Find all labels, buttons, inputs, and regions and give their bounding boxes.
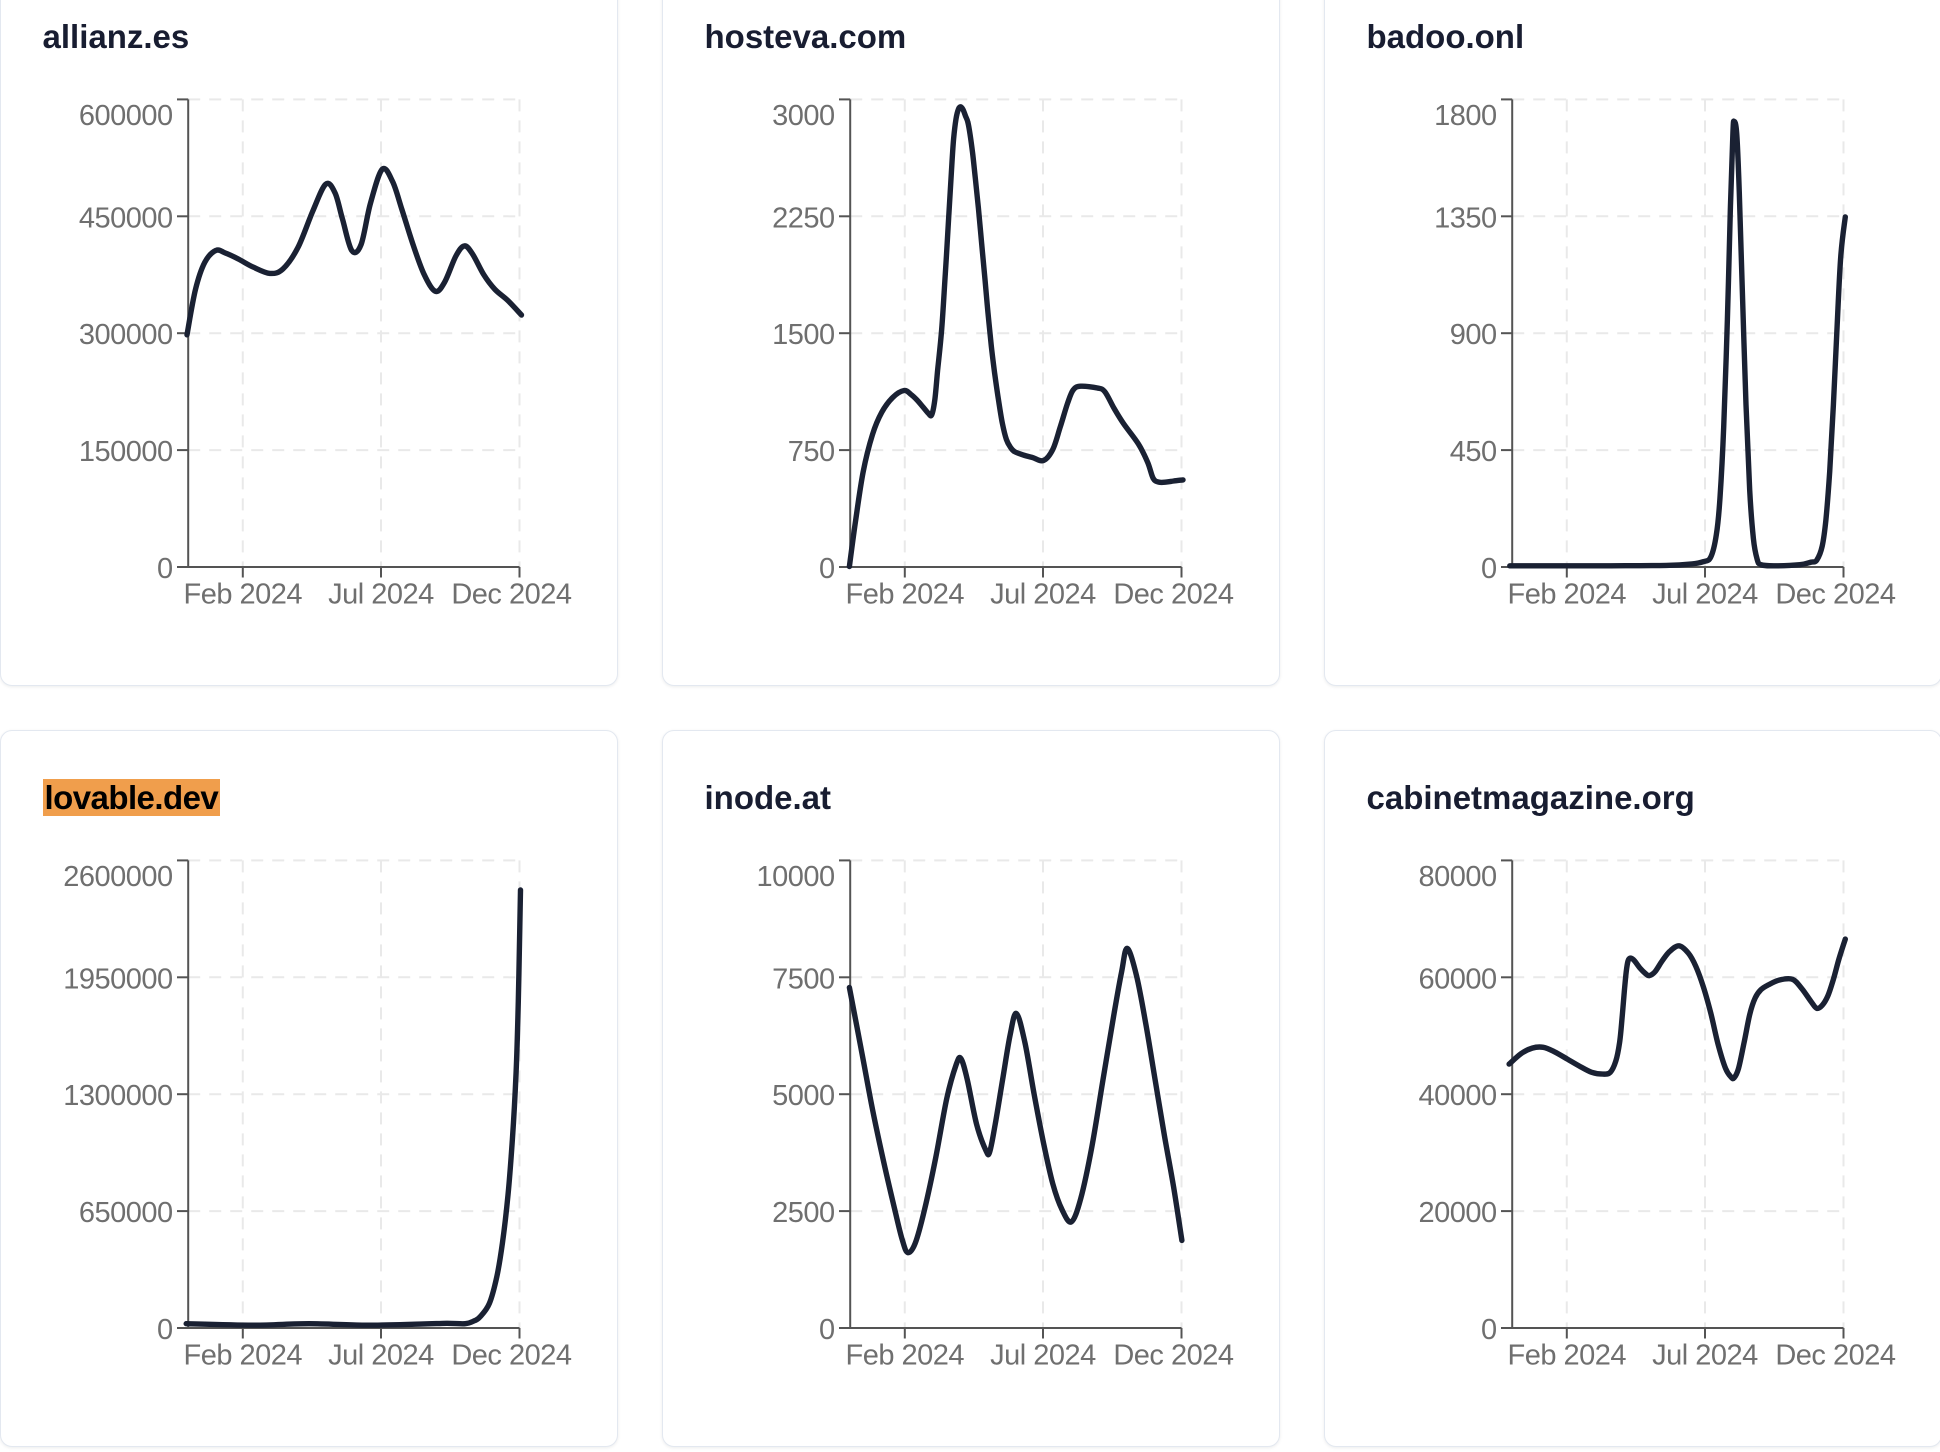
svg-text:0: 0 (1481, 1314, 1497, 1346)
svg-text:900: 900 (1450, 319, 1497, 351)
svg-text:Feb 2024: Feb 2024 (846, 578, 965, 610)
svg-text:40000: 40000 (1419, 1080, 1497, 1112)
svg-text:1500: 1500 (772, 319, 835, 351)
svg-text:Jul 2024: Jul 2024 (990, 1339, 1096, 1371)
svg-text:20000: 20000 (1419, 1197, 1497, 1229)
svg-text:60000: 60000 (1419, 963, 1497, 995)
svg-text:2600000: 2600000 (63, 860, 172, 892)
svg-text:Jul 2024: Jul 2024 (990, 578, 1096, 610)
svg-text:Dec 2024: Dec 2024 (1113, 578, 1234, 610)
svg-text:1300000: 1300000 (63, 1080, 172, 1112)
svg-text:Dec 2024: Dec 2024 (1113, 1339, 1234, 1371)
svg-text:1950000: 1950000 (63, 963, 172, 995)
svg-text:10000: 10000 (757, 860, 835, 892)
svg-text:Dec 2024: Dec 2024 (451, 1339, 572, 1371)
svg-text:Feb 2024: Feb 2024 (1508, 1339, 1627, 1371)
svg-text:750: 750 (788, 436, 835, 468)
svg-text:Dec 2024: Dec 2024 (1775, 578, 1896, 610)
svg-text:1350: 1350 (1434, 202, 1497, 234)
svg-text:Jul 2024: Jul 2024 (1652, 1339, 1758, 1371)
svg-text:Feb 2024: Feb 2024 (1508, 578, 1627, 610)
svg-text:450: 450 (1450, 436, 1497, 468)
svg-text:650000: 650000 (79, 1197, 173, 1229)
svg-text:Jul 2024: Jul 2024 (1652, 578, 1758, 610)
svg-text:7500: 7500 (772, 963, 835, 995)
svg-text:1800: 1800 (1434, 99, 1497, 131)
svg-text:Dec 2024: Dec 2024 (451, 578, 572, 610)
svg-text:150000: 150000 (79, 436, 173, 468)
svg-text:450000: 450000 (79, 202, 173, 234)
svg-text:0: 0 (819, 553, 835, 585)
svg-text:80000: 80000 (1419, 860, 1497, 892)
svg-text:Dec 2024: Dec 2024 (1775, 1339, 1896, 1371)
svg-text:Jul 2024: Jul 2024 (328, 1339, 434, 1371)
svg-text:600000: 600000 (79, 99, 173, 131)
svg-text:0: 0 (157, 1314, 173, 1346)
svg-text:0: 0 (157, 553, 173, 585)
svg-text:Feb 2024: Feb 2024 (184, 1339, 303, 1371)
svg-text:2250: 2250 (772, 202, 835, 234)
svg-text:0: 0 (819, 1314, 835, 1346)
svg-text:300000: 300000 (79, 319, 173, 351)
svg-text:Jul 2024: Jul 2024 (328, 578, 434, 610)
svg-text:Feb 2024: Feb 2024 (184, 578, 303, 610)
svg-text:2500: 2500 (772, 1197, 835, 1229)
svg-text:Feb 2024: Feb 2024 (846, 1339, 965, 1371)
svg-text:5000: 5000 (772, 1080, 835, 1112)
svg-text:3000: 3000 (772, 99, 835, 131)
svg-text:0: 0 (1481, 553, 1497, 585)
